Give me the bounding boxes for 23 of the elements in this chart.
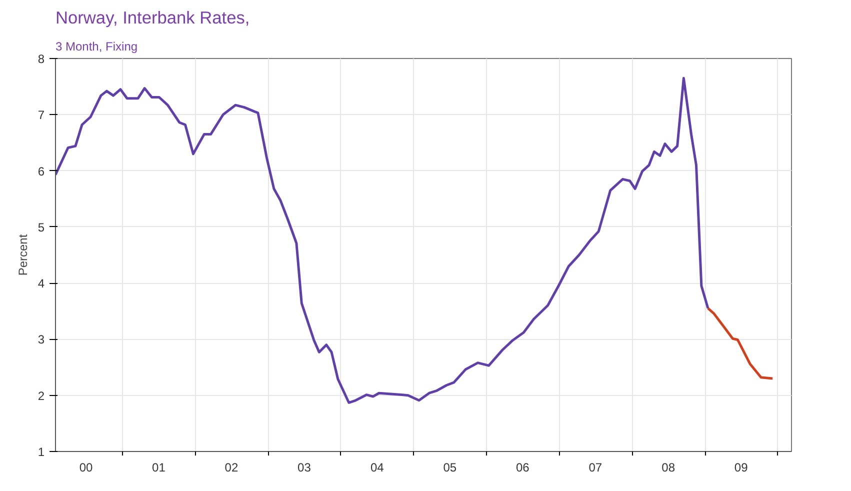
y-tick-label: 2 [38, 388, 45, 403]
y-tick-label: 1 [38, 445, 45, 459]
x-tick-label: 02 [224, 460, 238, 474]
x-tick-label: 08 [662, 460, 676, 474]
x-tick-label: 09 [734, 460, 748, 474]
y-tick-label: 7 [38, 108, 45, 122]
line-series [706, 307, 774, 380]
chart-title: Norway, Interbank Rates, [56, 8, 250, 28]
y-tick-label: 4 [38, 276, 45, 291]
line-series [56, 76, 710, 404]
y-tick-label: 8 [38, 52, 45, 66]
x-tick-label: 01 [152, 460, 166, 474]
y-tick-label: 3 [38, 332, 45, 347]
x-tick-label: 07 [588, 460, 602, 474]
y-tick-label: 5 [38, 220, 45, 234]
x-tick-label: 04 [370, 460, 384, 474]
y-tick-label: 6 [38, 164, 45, 178]
y-axis-title: Percent [16, 234, 30, 276]
x-tick-label: 05 [443, 460, 457, 474]
chart-subtitle: 3 Month, Fixing [56, 40, 138, 54]
x-tick-label: 00 [79, 460, 93, 474]
x-tick-label: 06 [516, 460, 530, 474]
x-tick-label: 03 [298, 460, 312, 474]
